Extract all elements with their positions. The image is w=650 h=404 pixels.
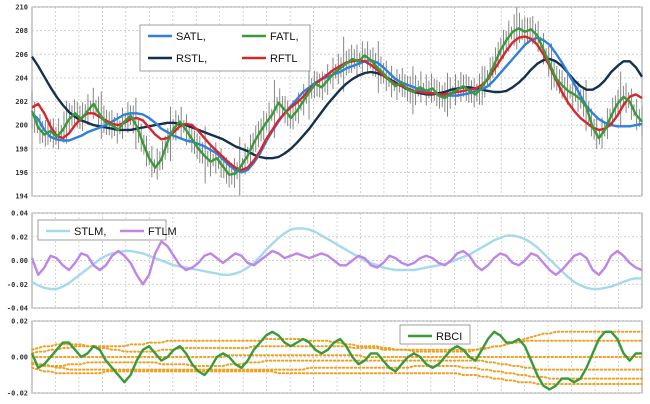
- panel-price: 210 208 206 204 202 200 198 196 194 SATL, FATL, RST…: [15, 4, 644, 201]
- series-line-rbci: [30, 330, 642, 391]
- y-tick-label: 208: [15, 27, 28, 35]
- y-tick-label: 202: [15, 98, 28, 106]
- legend-label: SATL,: [176, 31, 206, 43]
- panel-rbci: 0.02 0.00 -0.02 RBCI: [7, 318, 643, 398]
- legend-label: RFTL: [270, 53, 298, 65]
- band-line: [31, 330, 643, 355]
- legend-label: RSTL,: [176, 53, 207, 65]
- y-tick-label: 0.02: [11, 233, 28, 241]
- y-tick-label: 0.00: [11, 354, 28, 362]
- y-tick-label: 198: [15, 145, 28, 153]
- band-line: [31, 361, 643, 380]
- series-line-ftlm: [30, 240, 643, 286]
- legend-label: RBCI: [436, 331, 462, 343]
- y-tick-label: 204: [15, 74, 28, 82]
- y-tick-label: -0.02: [7, 390, 28, 398]
- series-line-satl: [31, 36, 643, 174]
- legend: RBCI: [399, 324, 471, 345]
- y-tick-label: 194: [15, 193, 28, 201]
- series-line-rstl: [30, 55, 644, 160]
- rbci-bands: [31, 330, 643, 385]
- y-tick-label: -0.02: [7, 281, 28, 289]
- panel-tlm: 0.04 0.02 0.00 -0.02 -0.04 STLM, FTLM: [7, 210, 643, 313]
- y-tick-label: 0.00: [11, 257, 28, 265]
- legend-label: STLM,: [74, 226, 106, 238]
- legend-label: FTLM: [148, 226, 177, 238]
- y-tick-label: 196: [15, 169, 28, 177]
- series-line-fatl: [30, 27, 643, 176]
- legend: SATL, FATL, RSTL, RFTL: [139, 24, 311, 72]
- y-tick-label: 0.02: [11, 318, 28, 326]
- band-line: [31, 354, 643, 358]
- series-line-stlm: [31, 227, 642, 291]
- y-tick-label: 206: [15, 51, 28, 59]
- y-tick-label: 200: [15, 122, 28, 130]
- y-tick-label: 210: [15, 4, 28, 12]
- band-line: [31, 339, 643, 353]
- y-tick-label: 0.04: [11, 210, 28, 218]
- gridlines: [32, 6, 642, 197]
- legend-box: [139, 24, 311, 72]
- band-line: [31, 359, 643, 371]
- legend-box: [399, 324, 471, 345]
- band-line: [31, 366, 643, 385]
- legend-label: FATL,: [270, 31, 299, 43]
- y-tick-label: -0.04: [7, 305, 28, 313]
- legend-box: [37, 219, 167, 241]
- legend: STLM, FTLM: [37, 219, 177, 241]
